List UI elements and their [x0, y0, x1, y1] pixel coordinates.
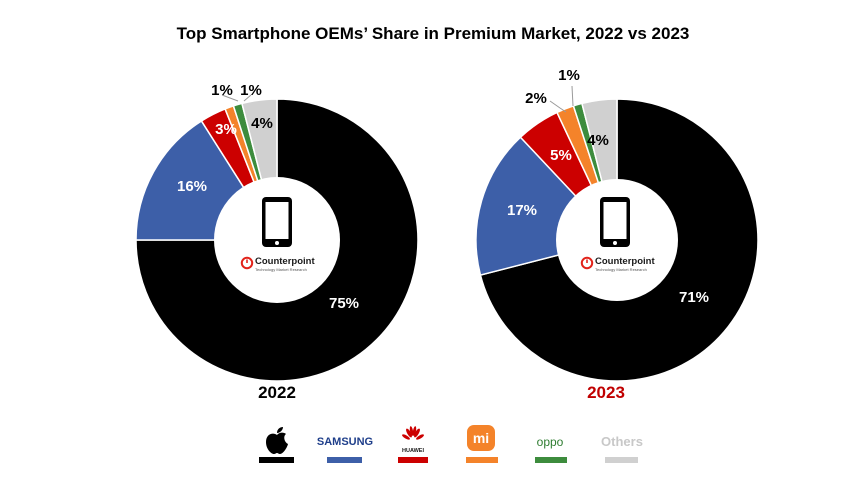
others-label: Others: [601, 434, 643, 449]
donut-2022-label-others: 4%: [251, 115, 273, 132]
donut-2022-leader-oppo: [243, 94, 252, 102]
donut-2023-label-apple: 71%: [679, 289, 709, 306]
donut-2022-label-xiaomi: 1%: [211, 82, 233, 99]
huawei-logo-icon: [402, 426, 424, 440]
xiaomi-mi-glyph: mi: [473, 430, 489, 446]
donut-2023-leader-oppo: [571, 85, 574, 107]
year-label-2023: 2023: [587, 383, 625, 402]
legend-swatch-apple: [259, 457, 294, 463]
legend-item-samsung: SAMSUNG: [317, 436, 373, 463]
smartphone-icon: [262, 197, 292, 247]
oppo-wordmark: oppo: [537, 435, 564, 449]
samsung-wordmark: SAMSUNG: [317, 436, 373, 448]
donut-2022-leader-xiaomi: [221, 94, 239, 102]
legend-swatch-others: [605, 457, 638, 463]
donut-chart-2022: Counterpoint Technology Market Research …: [135, 82, 419, 402]
donut-2022-label-samsung: 16%: [177, 178, 207, 195]
donut-2023-label-huawei: 5%: [550, 147, 572, 164]
legend-swatch-huawei: [398, 457, 428, 463]
donut-2022-label-oppo: 1%: [240, 82, 262, 99]
year-label-2022: 2022: [258, 383, 296, 402]
huawei-wordmark: HUAWEI: [402, 448, 424, 454]
donut-2023-label-oppo: 1%: [558, 67, 580, 84]
donut-2022-label-apple: 75%: [329, 295, 359, 312]
donut-2023-label-samsung: 17%: [507, 202, 537, 219]
legend-item-others: Others: [601, 434, 643, 463]
counterpoint-brand-tagline: Technology Market Research: [595, 267, 647, 272]
donut-2023-labels: 71% 17% 5% 2% 1% 4%: [507, 67, 709, 306]
legend-swatch-xiaomi: [466, 457, 498, 463]
legend-swatch-samsung: [327, 457, 362, 463]
legend-swatch-oppo: [535, 457, 567, 463]
donut-2023-label-others: 4%: [587, 132, 609, 149]
chart-title: Top Smartphone OEMs’ Share in Premium Ma…: [177, 24, 690, 43]
smartphone-icon: [600, 197, 630, 247]
legend-item-oppo: oppo: [535, 435, 567, 463]
legend-item-huawei: HUAWEI: [398, 426, 428, 463]
donut-2022-label-huawei: 3%: [215, 121, 237, 138]
donut-chart-2023: Counterpoint Technology Market Research …: [475, 67, 759, 402]
counterpoint-brand-name: Counterpoint: [595, 256, 655, 267]
counterpoint-brand-tagline: Technology Market Research: [255, 267, 307, 272]
donut-2023-leader-xiaomi: [549, 100, 567, 113]
legend: SAMSUNG HUAWEI mi oppo: [259, 425, 643, 463]
xiaomi-logo-icon: mi: [467, 425, 495, 451]
donut-2023-label-xiaomi: 2%: [525, 90, 547, 107]
counterpoint-logo: Counterpoint Technology Market Research: [580, 256, 655, 272]
counterpoint-brand-name: Counterpoint: [255, 256, 315, 267]
counterpoint-logo: Counterpoint Technology Market Research: [240, 256, 315, 272]
donut-2022-labels: 75% 16% 3% 1% 1% 4%: [177, 82, 359, 312]
apple-logo-icon: [266, 427, 288, 454]
legend-item-apple: [259, 427, 294, 463]
legend-item-xiaomi: mi: [466, 425, 498, 463]
donut-2022-slice-apple: [135, 98, 419, 382]
